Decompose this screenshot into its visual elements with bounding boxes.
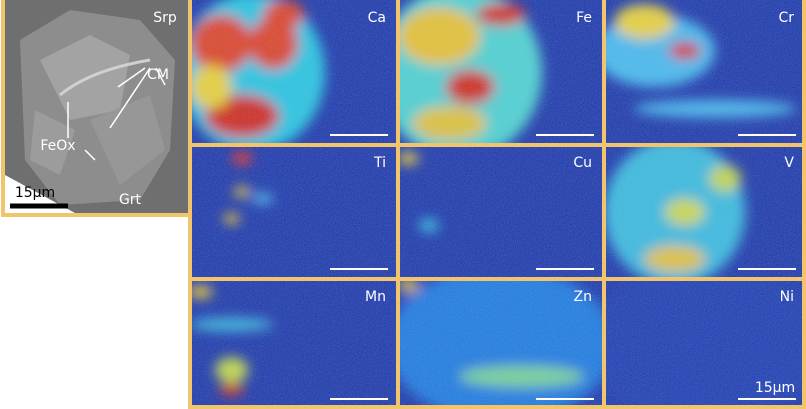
element-map: Ni [604,279,806,409]
element-map: Ti [190,145,398,279]
element-label: Cu [573,155,592,171]
element-map: Cu [398,145,604,279]
noise [190,279,398,409]
element-map: Ca [190,0,398,145]
map-image [190,0,398,145]
element-label: Ti [373,155,386,171]
scale-bar-label: 15µm [15,185,55,201]
element-label: Mn [365,289,386,305]
element-map: Mn [190,279,398,409]
map-image [604,279,806,409]
map-image [604,145,806,279]
element-label: V [784,155,794,171]
noise [604,279,806,409]
noise [190,145,398,279]
map-image [190,279,398,409]
element-map: Fe [398,0,604,145]
element-label: Fe [576,10,592,26]
element-label: Zn [574,289,592,305]
noise [604,0,806,145]
scale-bar-label: 15µm [755,380,795,396]
noise [190,0,398,145]
sem-image [5,0,190,213]
noise [604,145,806,279]
map-image [398,279,604,409]
noise [398,145,604,279]
map-image [398,0,604,145]
element-label: Ni [780,289,794,305]
sem-label: Srp [153,10,177,26]
sem-label: CM [147,67,169,83]
sem-label: Grt [119,192,142,208]
map-image [398,145,604,279]
element-map: Cr [604,0,806,145]
sem-label: FeOx [40,138,75,154]
element-label: Cr [778,10,794,26]
element-map: V [604,145,806,279]
element-maps: Ca Fe Cr Ti Cu V Mn Zn Ni [190,0,806,409]
map-image [190,145,398,279]
map-image [604,0,806,145]
noise [398,279,604,409]
noise [398,0,604,145]
element-map: Zn [398,279,604,409]
element-label: Ca [368,10,386,26]
